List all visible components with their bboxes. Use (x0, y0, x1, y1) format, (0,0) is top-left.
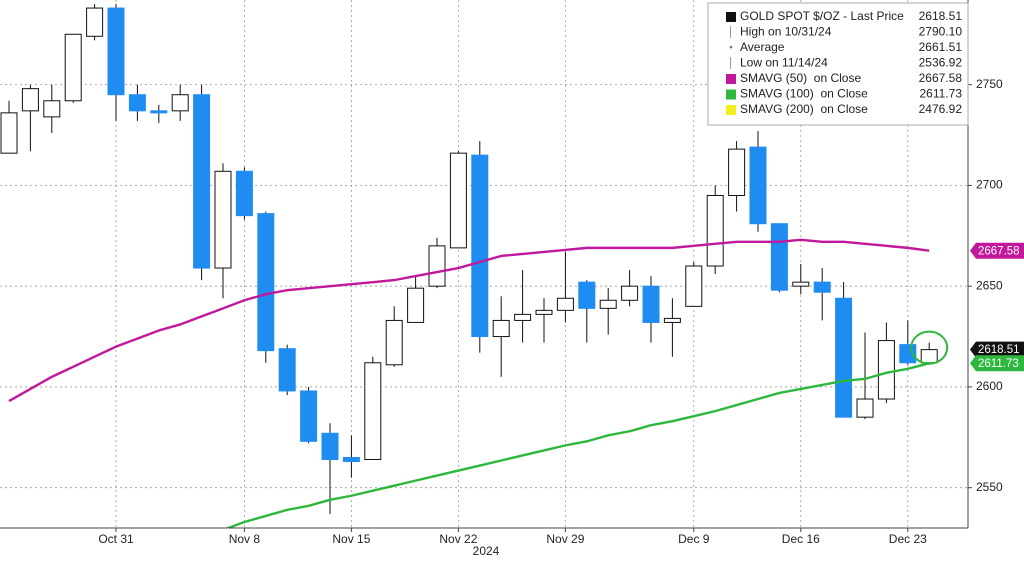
legend-label: High on 10/31/24 (740, 25, 832, 39)
highlight-circle (910, 330, 949, 365)
candle-body (21, 88, 39, 112)
candle-body (835, 297, 853, 418)
candle-body (321, 432, 339, 460)
candle-body (706, 194, 724, 267)
legend-value: 2618.51 (919, 9, 963, 23)
candle-body (535, 309, 553, 315)
candle-body (599, 299, 617, 309)
candle-body (86, 7, 104, 37)
legend-value: 2667.58 (919, 71, 963, 85)
candle-body (770, 223, 788, 291)
candle-body (150, 110, 168, 114)
candle-body (428, 245, 446, 287)
legend-value: 2536.92 (919, 56, 963, 70)
y-tick-label: 2600 (976, 379, 1003, 393)
candle-body (856, 398, 874, 418)
x-tick-label: Dec 16 (782, 532, 820, 546)
y-tick-label: 2750 (976, 77, 1003, 91)
x-sublabel: 2024 (473, 544, 500, 558)
candle-body (621, 285, 639, 301)
candle-body (514, 313, 532, 321)
moving-average-line (224, 362, 930, 528)
legend-swatch (726, 89, 736, 100)
y-tick-label: 2550 (976, 480, 1003, 494)
candle-body (364, 362, 382, 460)
candle-body (0, 112, 18, 154)
candle-body (385, 319, 403, 366)
candle-body (43, 100, 61, 118)
legend-value: 2790.10 (919, 25, 963, 39)
candle-body (920, 349, 938, 364)
candle-body (107, 7, 125, 96)
value-tag-label: 2618.51 (978, 344, 1020, 356)
value-tag (970, 242, 1024, 259)
y-tick-label: 2700 (976, 178, 1003, 192)
legend-label: SMAVG (50) on Close (740, 71, 861, 85)
candle-body (342, 456, 360, 462)
legend-label: SMAVG (200) on Close (740, 102, 868, 116)
legend-value: 2661.51 (919, 40, 963, 54)
candle-body (492, 319, 510, 338)
x-tick-label: Nov 29 (546, 532, 584, 546)
value-tags: 2667.58 2618.51 2611.73 (970, 242, 1024, 372)
value-tag (970, 341, 1024, 358)
legend-label: SMAVG (100) on Close (740, 87, 868, 101)
candle-body (278, 348, 296, 392)
legend-label: GOLD SPOT $/OZ - Last Price (740, 9, 904, 23)
legend-glyph: • (729, 43, 733, 54)
candle-body (813, 281, 831, 293)
x-tick-label: Nov 15 (332, 532, 370, 546)
value-tag-label: 2667.58 (978, 245, 1020, 257)
candle-body (877, 340, 895, 400)
candle-body (214, 170, 232, 269)
candle-body (728, 148, 746, 196)
candle-body (749, 146, 767, 225)
candle-body (685, 265, 703, 307)
candle-body (171, 94, 189, 112)
candle-body (642, 285, 660, 323)
x-tick-label: Dec 23 (889, 532, 927, 546)
legend-box (707, 2, 969, 126)
candle-body (193, 94, 211, 269)
legend-glyph: │ (728, 56, 734, 70)
legend-label: Low on 11/14/24 (740, 56, 828, 70)
x-tick-label: Oct 31 (98, 532, 134, 546)
value-tag (970, 355, 1024, 372)
value-tag-label: 2611.73 (978, 358, 1019, 370)
x-tick-label: Nov 8 (229, 532, 261, 546)
legend-value: 2611.73 (920, 87, 963, 101)
legend-label: Average (740, 40, 785, 54)
candle-body (235, 170, 253, 217)
legend-glyph: │ (728, 25, 734, 39)
candle-body (556, 297, 574, 311)
legend-swatch (726, 105, 736, 115)
legend-swatch (726, 74, 736, 84)
candle-body (471, 154, 489, 338)
y-tick-label: 2650 (976, 278, 1003, 292)
legend-value: 2476.92 (919, 102, 963, 116)
candle-body (578, 281, 596, 309)
legend-swatch (726, 12, 736, 22)
candle-body (792, 281, 810, 287)
candle-body (257, 213, 275, 352)
candle-body (64, 33, 82, 102)
x-tick-label: Nov 22 (439, 532, 477, 546)
plot-area (0, 3, 949, 528)
moving-average-line (8, 238, 930, 403)
candle-body (449, 152, 467, 249)
x-tick-label: Dec 9 (678, 532, 710, 546)
candle-body (663, 317, 681, 323)
legend: GOLD SPOT $/OZ - Last Price 2618.51 │ High … (707, 2, 969, 126)
candle-body (128, 94, 146, 112)
candle-body (300, 390, 318, 442)
candle-body (407, 287, 425, 323)
